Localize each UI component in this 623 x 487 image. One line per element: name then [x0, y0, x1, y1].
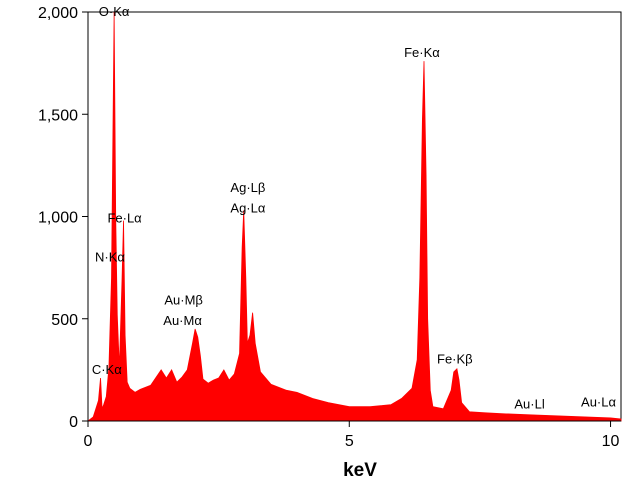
x-axis-label: keV — [343, 460, 377, 481]
peak-label: Au·Mα — [163, 313, 202, 328]
x-tick-label: 10 — [602, 433, 620, 450]
peak-label: Ag·Lα — [230, 200, 265, 215]
peak-label: Au·Mβ — [164, 292, 203, 307]
y-tick-label: 1,500 — [38, 107, 78, 124]
peak-label: Au·Lα — [581, 395, 616, 410]
peak-label: O·Kα — [99, 4, 130, 19]
peak-label: Fe·Kβ — [437, 352, 473, 367]
peak-label: Ag·Lβ — [230, 180, 265, 195]
spectrum-series-0 — [86, 11, 622, 422]
y-tick-label: 0 — [69, 414, 78, 431]
peak-label: C·Kα — [92, 362, 122, 377]
x-tick-label: 0 — [84, 433, 93, 450]
peak-annotations: O·Kα Fe·Lα N·Kα C·Kα Au·Mβ Au·Mα Ag·Lβ Ag·Lα Fe·… — [92, 4, 617, 412]
peak-label: N·Kα — [95, 249, 125, 264]
peak-label: Fe·Kα — [404, 45, 440, 60]
y-tick-label: 1,000 — [38, 210, 78, 227]
y-axis: 0 500 1,000 1,500 2,000 — [38, 5, 88, 431]
y-tick-label: 2,000 — [38, 5, 78, 22]
x-tick-label: 5 — [345, 433, 354, 450]
y-tick-label: 500 — [51, 312, 78, 329]
x-axis: 0 5 10 — [84, 421, 620, 450]
plot-frame — [87, 11, 622, 422]
peak-label: Au·Ll — [514, 397, 544, 412]
peak-label: Fe·Lα — [107, 211, 142, 226]
plot-area — [86, 11, 622, 422]
